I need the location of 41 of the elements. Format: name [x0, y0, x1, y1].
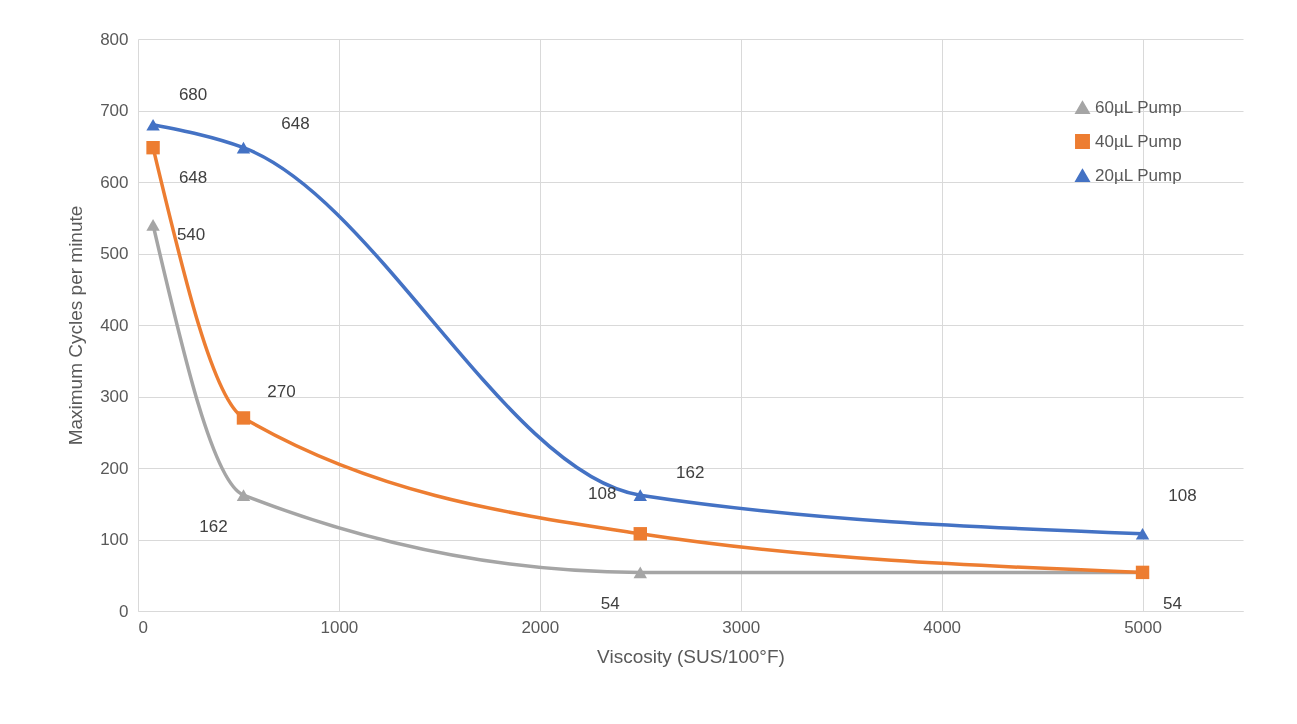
- data-label: 648: [178, 167, 208, 187]
- y-tick-label: 300: [100, 387, 129, 406]
- legend-label: 20µL Pump: [1095, 165, 1182, 185]
- point: [146, 118, 160, 131]
- y-tick-label: 200: [100, 458, 129, 478]
- data-label: 540: [176, 224, 206, 244]
- legend-label: 40µL Pump: [1095, 131, 1182, 151]
- x-tick-label: 5000: [1124, 617, 1162, 637]
- x-axis-title: Viscosity (SUS/100°F): [597, 645, 785, 667]
- y-tick-label: 500: [100, 244, 129, 263]
- y-tick-label: 700: [100, 101, 129, 120]
- y-tick-label: 600: [100, 172, 129, 192]
- y-tick-label: 100: [100, 530, 129, 549]
- x-tick-label: 2000: [521, 617, 560, 637]
- data-label: 54: [1163, 594, 1183, 614]
- y-tick-label: 800: [100, 29, 129, 49]
- data-label: 162: [676, 463, 705, 483]
- point: [1135, 527, 1150, 540]
- y-axis-title: Maximum Cycles per minute: [65, 205, 87, 446]
- x-tick-label: 4000: [923, 617, 962, 637]
- legend-label: 60µL Pump: [1095, 97, 1182, 117]
- data-label: 162: [199, 517, 228, 537]
- point: [633, 489, 647, 501]
- point: [236, 141, 251, 154]
- point: [146, 140, 160, 155]
- x-tick-label: 3000: [722, 617, 761, 637]
- y-tick-label: 400: [100, 315, 129, 335]
- point: [146, 219, 160, 231]
- point: [633, 566, 647, 579]
- y-tick-label: 0: [119, 601, 129, 621]
- data-label: 108: [1168, 485, 1197, 505]
- point: [236, 489, 251, 501]
- data-label: 680: [178, 84, 208, 104]
- data-label: 108: [588, 483, 617, 503]
- point: [633, 527, 647, 541]
- data-label: 270: [267, 381, 296, 401]
- point: [236, 411, 251, 425]
- x-tick-label: 1000: [320, 617, 359, 637]
- data-label: 648: [281, 113, 310, 133]
- x-tick-label: 0: [138, 617, 148, 637]
- data-label: 54: [600, 594, 620, 614]
